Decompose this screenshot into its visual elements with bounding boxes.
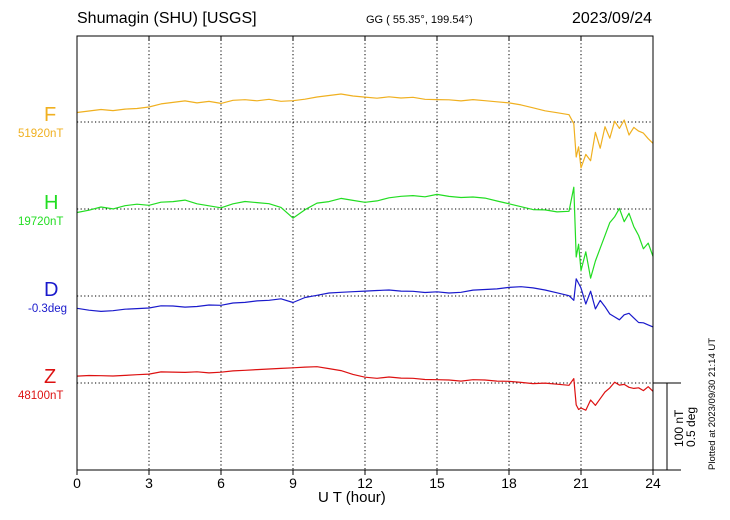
- x-tick-label: 0: [73, 475, 81, 491]
- station-coords: GG ( 55.35°, 199.54°): [366, 14, 473, 26]
- baseline-F: 51920nT: [18, 128, 64, 140]
- x-tick-label: 24: [645, 475, 661, 491]
- baseline-H: 19720nT: [18, 216, 64, 228]
- x-tick-label: 6: [217, 475, 225, 491]
- plotted-timestamp: Plotted at 2023/09/30 21:14 UT: [707, 337, 718, 470]
- label-H: H: [44, 192, 59, 214]
- x-tick-label: 15: [429, 475, 445, 491]
- label-F: F: [44, 104, 57, 126]
- x-tick-label: 9: [289, 475, 297, 491]
- x-axis-label: U T (hour): [318, 489, 386, 506]
- series-line-F: [76, 93, 654, 169]
- plot-frame: [76, 35, 654, 471]
- scale-bar-label-deg: 0.5 deg: [684, 406, 698, 447]
- baseline-Z: 48100nT: [18, 390, 64, 402]
- plot-date: 2023/09/24: [572, 10, 653, 27]
- station-title: Shumagin (SHU) [USGS]: [77, 10, 257, 27]
- x-tick-label: 3: [145, 475, 153, 491]
- x-tick-label: 18: [501, 475, 517, 491]
- series-line-Z: [76, 366, 654, 411]
- series-line-D: [76, 278, 654, 328]
- label-Z: Z: [44, 366, 57, 388]
- label-D: D: [44, 279, 59, 301]
- series-line-H: [76, 186, 654, 279]
- x-tick-label: 21: [573, 475, 589, 491]
- x-tick-label: 12: [357, 475, 373, 491]
- baseline-D: -0.3deg: [28, 303, 68, 315]
